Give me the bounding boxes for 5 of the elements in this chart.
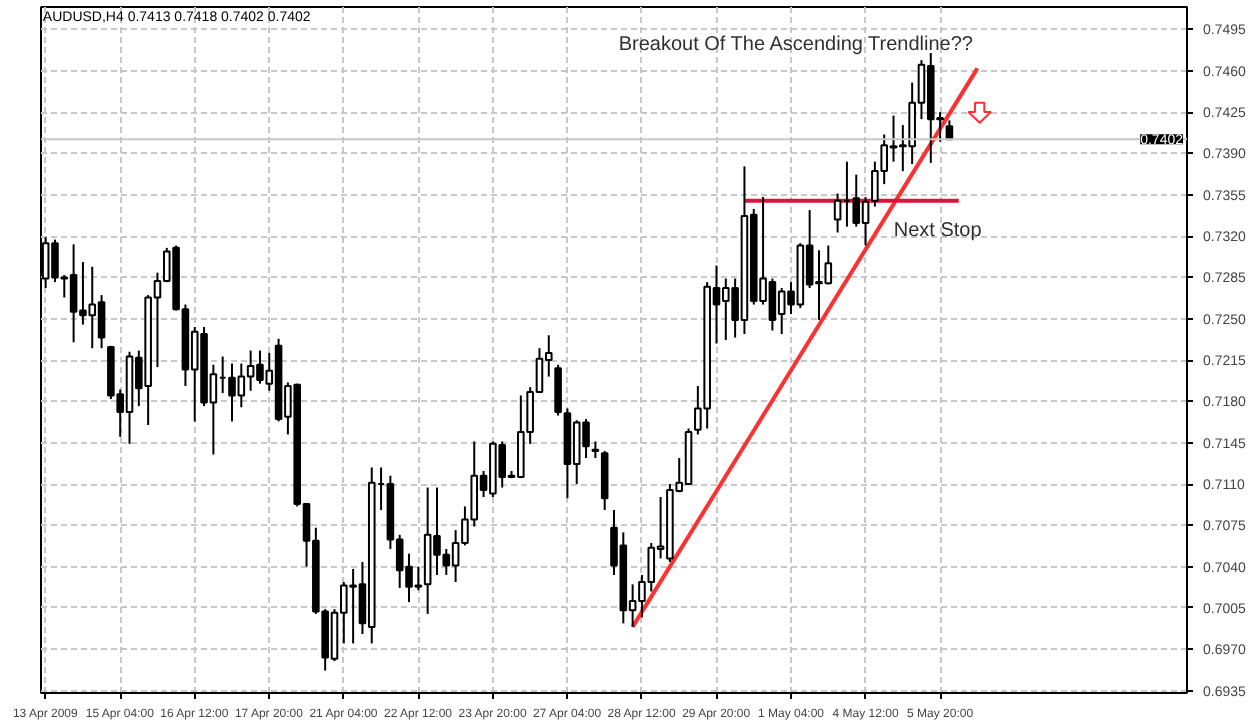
candlestick bbox=[852, 173, 861, 228]
annotation: Breakout Of The Ascending Trendline?? bbox=[618, 34, 974, 57]
candlestick bbox=[600, 449, 609, 511]
candlestick bbox=[833, 192, 842, 234]
annotation: Next Stop bbox=[893, 219, 983, 242]
